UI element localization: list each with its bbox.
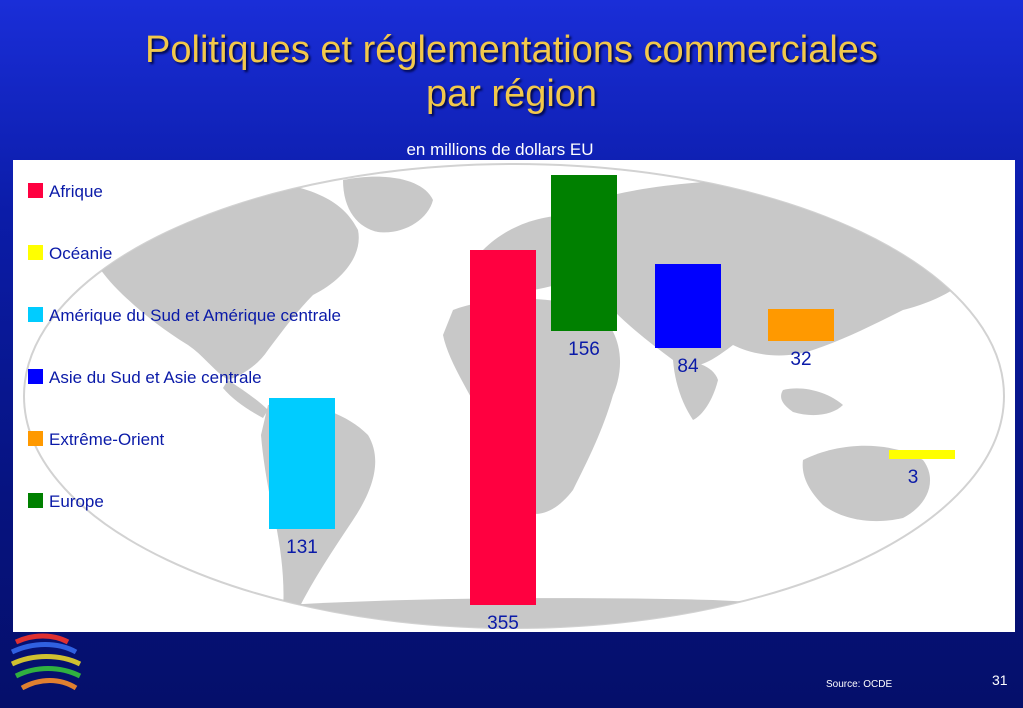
bar-value-label: 3 — [907, 467, 919, 488]
bar-afrique — [470, 250, 536, 605]
chart-panel: Afrique Océanie Amérique du Sud et Amériqu… — [13, 160, 1015, 634]
legend-label: Afrique — [49, 182, 103, 201]
title-line-2: par région — [425, 73, 598, 115]
legend-item: Asie du Sud et Asie centrale — [28, 368, 262, 388]
page-number: 31 — [992, 672, 1008, 688]
legend-item: Océanie — [28, 244, 112, 264]
source-note: Source: OCDE — [826, 679, 893, 690]
bar-value-label: 156 — [568, 339, 600, 360]
legend-item: Afrique — [28, 182, 103, 202]
slide-title: Politiques et réglementations commercial… — [0, 28, 1023, 116]
legend-label: Extrême-Orient — [49, 430, 165, 449]
legend-swatch — [28, 183, 43, 198]
legend-label: Asie du Sud et Asie centrale — [49, 368, 262, 387]
bar-europe — [551, 175, 617, 331]
bar-extr-me-orient — [768, 309, 834, 341]
legend-swatch — [28, 493, 43, 508]
bar-value-label: 84 — [677, 356, 699, 377]
legend-swatch — [28, 369, 43, 384]
legend-item: Amérique du Sud et Amérique centrale — [28, 306, 341, 326]
title-line-1: Politiques et réglementations commercial… — [145, 29, 878, 71]
legend-label: Océanie — [49, 244, 113, 263]
chart-subtitle: en millions de dollars EU — [406, 140, 594, 159]
bar-oc-anie — [889, 450, 955, 459]
legend-swatch — [28, 245, 43, 260]
legend-item: Extrême-Orient — [28, 430, 164, 450]
bar-am-rique-du-sud-et-am-rique-centrale — [269, 398, 335, 529]
legend-item: Europe — [28, 492, 104, 512]
legend-label: Amérique du Sud et Amérique centrale — [49, 306, 342, 325]
bar-value-label: 355 — [487, 613, 519, 634]
bar-value-label: 131 — [286, 537, 318, 558]
legend-swatch — [28, 431, 43, 446]
bar-value-label: 32 — [790, 349, 812, 370]
bar-asie-du-sud-et-asie-centrale — [655, 264, 721, 348]
legend-swatch — [28, 307, 43, 322]
legend-label: Europe — [49, 492, 104, 511]
wto-logo — [10, 633, 82, 691]
